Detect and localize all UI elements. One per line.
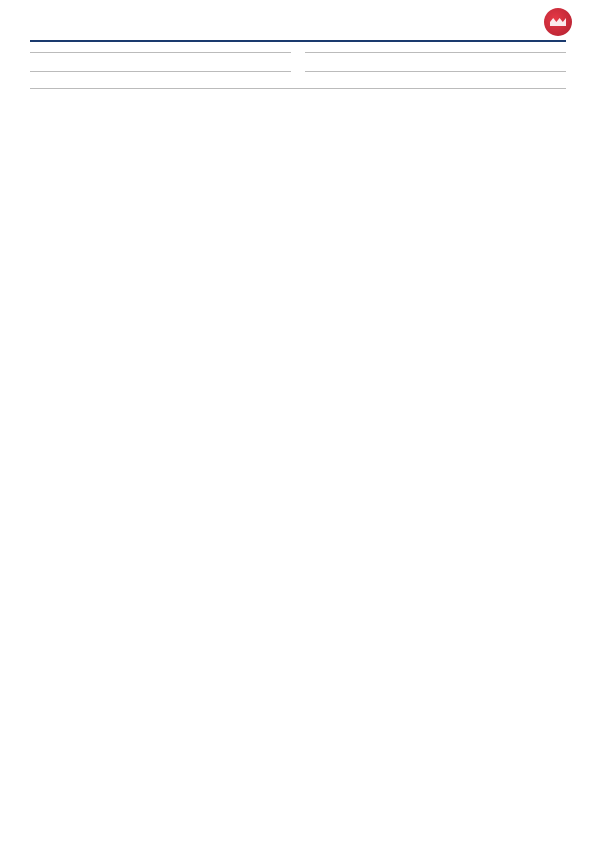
- fig8-title: [305, 69, 566, 72]
- logo-icon: [544, 8, 572, 36]
- fig9-title: [30, 86, 566, 89]
- brand-logo: [544, 8, 576, 36]
- header-rule: [30, 40, 566, 42]
- fig5-title: [30, 50, 291, 53]
- fig6-title: [305, 50, 566, 53]
- fig7-title: [30, 69, 291, 72]
